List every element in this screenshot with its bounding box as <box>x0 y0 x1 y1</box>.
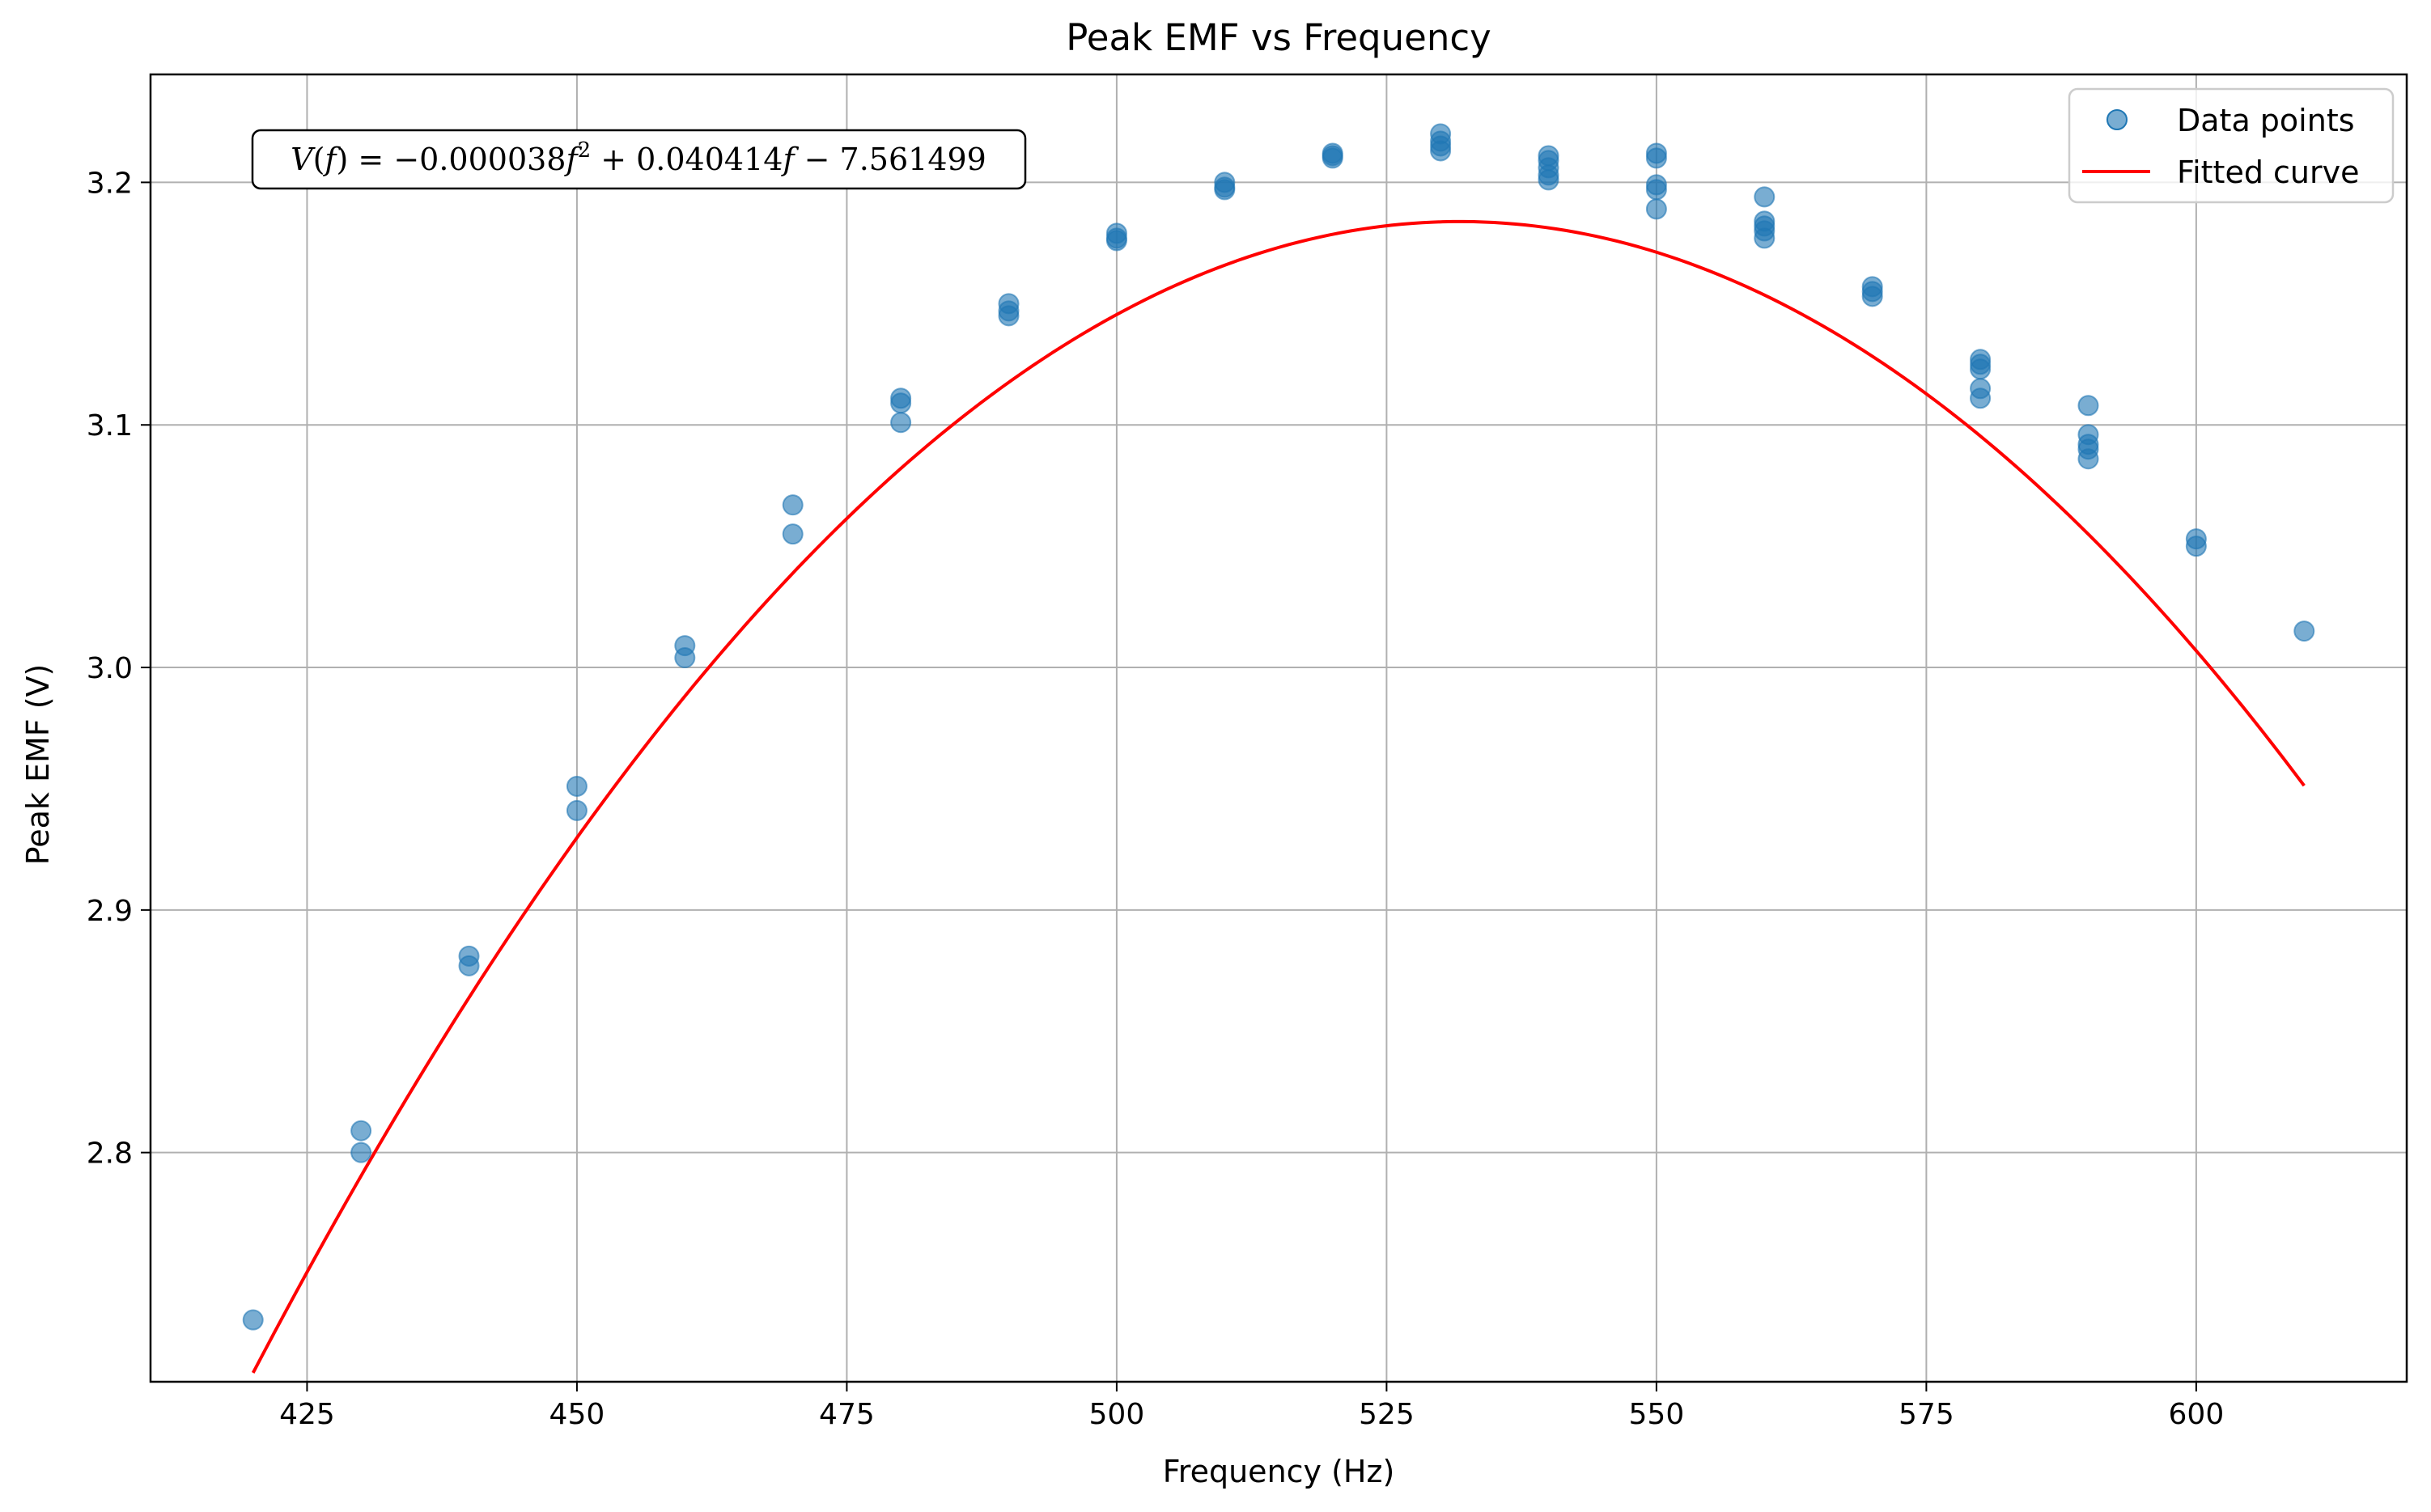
eq-coef-quadratic: 0.000038 <box>419 142 566 177</box>
equation-box <box>251 129 1027 190</box>
y-tick-label: 3.1 <box>87 409 133 443</box>
data-point <box>1861 286 1883 307</box>
y-axis-label: Peak EMF (V) <box>20 664 56 866</box>
legend-label-fitted-curve: Fitted curve <box>2177 155 2360 190</box>
legend-label-data-points: Data points <box>2177 103 2355 138</box>
fitted-curve-layer <box>251 219 2306 1374</box>
data-point <box>242 1309 264 1331</box>
data-point <box>890 412 912 434</box>
x-tick-label: 575 <box>1899 1398 1954 1431</box>
eq-v-symbol: V <box>291 142 316 177</box>
data-point <box>2185 536 2207 557</box>
y-tick-label: 3.0 <box>87 652 133 685</box>
x-tick-label: 425 <box>279 1398 335 1431</box>
x-tick-label: 525 <box>1359 1398 1415 1431</box>
data-point <box>1970 358 1992 380</box>
data-point <box>1645 198 1667 220</box>
y-tick-label: 3.2 <box>87 167 133 200</box>
data-point <box>1538 169 1559 191</box>
data-point <box>1322 147 1343 169</box>
x-axis-label: Frequency (Hz) <box>1163 1454 1395 1489</box>
data-points-layer <box>242 123 2315 1331</box>
data-point <box>566 799 588 821</box>
data-point <box>782 523 804 545</box>
data-point <box>2077 395 2099 417</box>
data-point <box>350 1141 372 1163</box>
legend-box <box>2068 87 2395 204</box>
data-point <box>458 955 480 976</box>
chart-title: Peak EMF vs Frequency <box>1066 16 1491 59</box>
data-point <box>1105 230 1127 252</box>
data-point <box>350 1120 372 1141</box>
eq-coef-constant: 7.561499 <box>840 142 986 177</box>
data-point <box>1754 227 1776 249</box>
x-tick-label: 550 <box>1629 1398 1685 1431</box>
eq-coef-linear: 0.040414 <box>636 142 783 177</box>
data-point <box>1214 179 1236 201</box>
data-point <box>782 494 804 516</box>
plot-frame <box>149 73 2408 1383</box>
x-tick-label: 500 <box>1089 1398 1145 1431</box>
data-point <box>890 392 912 414</box>
x-tick-label: 450 <box>549 1398 605 1431</box>
data-point <box>1970 388 1992 409</box>
axis-ticks: 425 450 475 500 525 550 575 600 2.8 2.9 3.0 3.1 3.2 <box>87 167 2225 1431</box>
data-point <box>1645 179 1667 201</box>
data-point <box>2077 448 2099 470</box>
data-point <box>1754 186 1776 208</box>
data-point <box>674 647 696 669</box>
legend-marker-data-points <box>2106 109 2128 130</box>
data-point <box>566 775 588 797</box>
chart-legend: Data points Fitted curve <box>2068 87 2395 204</box>
x-tick-label: 600 <box>2169 1398 2225 1431</box>
y-tick-label: 2.9 <box>87 895 133 928</box>
fitted-curve-line <box>251 219 2306 1374</box>
grid-lines <box>151 74 2407 1382</box>
fit-equation-annotation: V(f) = −0.000038f2 + 0.040414f − 7.56149… <box>251 129 1027 190</box>
equation-text: V(f) = −0.000038f2 + 0.040414f − 7.56149… <box>291 138 986 177</box>
data-point <box>2293 620 2315 642</box>
x-tick-label: 475 <box>819 1398 875 1431</box>
data-point <box>1430 140 1452 162</box>
data-point <box>1645 147 1667 169</box>
y-tick-label: 2.8 <box>87 1137 133 1171</box>
data-point <box>998 305 1020 327</box>
